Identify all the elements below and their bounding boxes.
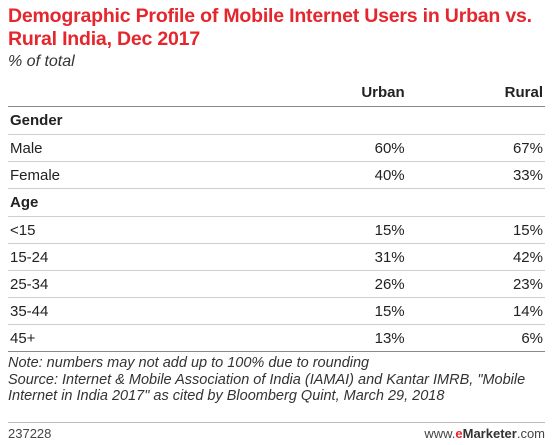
urban-value: 26%	[252, 270, 407, 298]
table-row: Female 40% 33%	[8, 161, 545, 189]
table-row: 25-34 26% 23%	[8, 270, 545, 298]
brand-prefix: www.	[424, 426, 456, 441]
notes-block: Note: numbers may not add up to 100% due…	[8, 355, 545, 405]
brand-e: e	[455, 426, 463, 441]
rural-value: 6%	[406, 324, 545, 352]
rural-value: 42%	[406, 243, 545, 271]
column-header-urban: Urban	[252, 78, 407, 107]
table-row: 15-24 31% 42%	[8, 243, 545, 271]
section-label: Gender	[8, 106, 545, 135]
urban-value: 15%	[252, 216, 407, 244]
section-row-age: Age	[8, 188, 545, 217]
emarketer-logo: www.eMarketer.com	[424, 423, 545, 445]
row-label: <15	[8, 216, 252, 244]
urban-value: 15%	[252, 297, 407, 325]
row-label: Male	[8, 134, 252, 162]
brand-suffix: .com	[516, 426, 545, 441]
header-label-cell	[8, 78, 252, 107]
table-row: Male 60% 67%	[8, 134, 545, 162]
table-row: 45+ 13% 6%	[8, 324, 545, 352]
rural-value: 67%	[406, 134, 545, 162]
urban-value: 60%	[252, 134, 407, 162]
table-row: 35-44 15% 14%	[8, 297, 545, 325]
section-label: Age	[8, 188, 545, 217]
brand-name: Marketer	[462, 426, 517, 441]
urban-value: 13%	[252, 324, 407, 352]
column-header-rural: Rural	[406, 78, 545, 107]
source-text: Source: Internet & Mobile Association of…	[8, 371, 526, 405]
data-table: Urban Rural Gender Male 60% 67% Female 4…	[8, 78, 545, 352]
row-label: 25-34	[8, 270, 252, 298]
urban-value: 40%	[252, 161, 407, 189]
table-row: <15 15% 15%	[8, 216, 545, 244]
chart-id: 237228	[8, 426, 52, 441]
note-text: Note: numbers may not add up to 100% due…	[8, 355, 370, 371]
rural-value: 15%	[406, 216, 545, 244]
chart-title: Demographic Profile of Mobile Internet U…	[8, 5, 532, 50]
row-label: 35-44	[8, 297, 252, 325]
header-row: Urban Rural	[8, 78, 545, 107]
urban-value: 31%	[252, 243, 407, 271]
rural-value: 33%	[406, 161, 545, 189]
rural-value: 23%	[406, 270, 545, 298]
section-row-gender: Gender	[8, 106, 545, 135]
footer: 237228 www.eMarketer.com	[8, 422, 545, 445]
row-label: 15-24	[8, 243, 252, 271]
row-label: 45+	[8, 324, 252, 352]
chart-subtitle: % of total	[8, 53, 75, 70]
rural-value: 14%	[406, 297, 545, 325]
row-label: Female	[8, 161, 252, 189]
